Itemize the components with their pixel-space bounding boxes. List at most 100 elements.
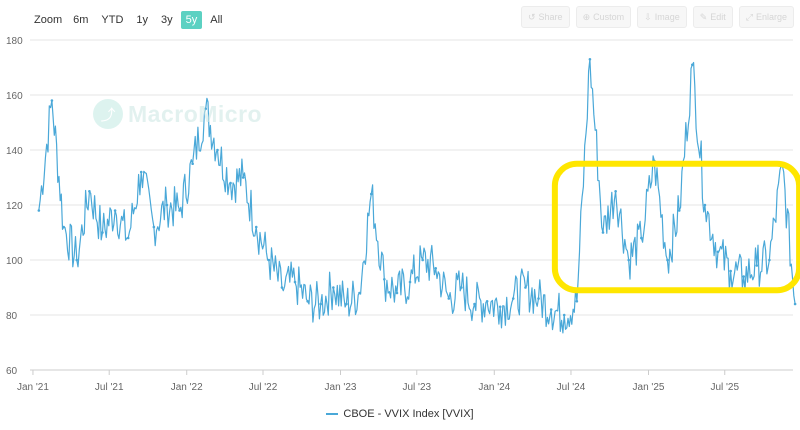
data-point — [306, 299, 309, 303]
data-point — [37, 209, 41, 212]
series-line — [38, 58, 796, 334]
zoom-5y-button[interactable]: 5y — [180, 11, 203, 29]
data-point — [716, 250, 720, 254]
zoom-1y-button[interactable]: 1y — [136, 14, 149, 26]
image-label: Image — [654, 12, 680, 22]
chart-toolbar: ↺ Share ⊕ Custom ⇩ Image ✎ Edit ⤢ Enlarge — [515, 6, 794, 28]
x-tick-label: Jul '24 — [557, 382, 586, 393]
enlarge-button[interactable]: ⤢ Enlarge — [738, 6, 794, 28]
enlarge-label: Enlarge — [755, 12, 787, 22]
download-icon: ⇩ — [644, 11, 652, 22]
data-point — [50, 99, 54, 102]
share-icon: ↺ — [528, 11, 536, 22]
data-point — [677, 209, 681, 212]
data-point — [485, 299, 489, 303]
data-point — [345, 302, 348, 306]
data-point — [627, 258, 630, 262]
data-point — [319, 302, 323, 306]
data-point — [498, 305, 502, 309]
image-button[interactable]: ⇩ Image — [637, 6, 687, 28]
share-button[interactable]: ↺ Share — [521, 6, 570, 28]
edit-button[interactable]: ✎ Edit — [692, 6, 733, 28]
legend[interactable]: CBOE - VVIX Index [VVIX] — [0, 408, 800, 420]
data-point — [408, 280, 412, 284]
data-point — [178, 209, 181, 212]
data-point — [537, 297, 540, 300]
y-tick-label: 140 — [6, 146, 23, 157]
data-point — [742, 275, 746, 278]
data-point — [75, 258, 79, 262]
data-point — [113, 209, 117, 212]
data-point — [755, 264, 759, 267]
data-point — [126, 236, 130, 240]
data-point — [216, 148, 219, 152]
data-point — [460, 286, 463, 289]
data-point — [241, 176, 245, 179]
data-point — [588, 57, 592, 61]
data-point — [204, 107, 207, 111]
y-tick-label: 160 — [6, 91, 23, 102]
zoom-3y-button[interactable]: 3y — [161, 14, 173, 26]
data-point — [332, 286, 335, 289]
data-point — [703, 203, 707, 207]
highlight-box — [551, 160, 800, 294]
data-point — [575, 299, 579, 303]
share-label: Share — [538, 12, 563, 22]
zoom-all-button[interactable]: All — [210, 14, 223, 26]
custom-button[interactable]: ⊕ Custom — [575, 6, 632, 28]
edit-label: Edit — [710, 12, 726, 22]
data-point — [562, 313, 566, 317]
enlarge-icon: ⤢ — [745, 11, 753, 22]
x-tick-label: Jan '23 — [325, 382, 357, 393]
custom-label: Custom — [593, 12, 625, 22]
data-point — [614, 189, 617, 193]
edit-icon: ✎ — [699, 11, 708, 22]
x-tick-label: Jan '21 — [17, 382, 49, 393]
y-tick-label: 60 — [6, 366, 18, 377]
x-tick-label: Jan '25 — [633, 382, 665, 393]
zoom-ytd-button[interactable]: YTD — [101, 14, 124, 26]
data-point — [395, 291, 399, 295]
data-point — [601, 231, 605, 234]
data-point — [254, 225, 258, 229]
data-point — [358, 291, 361, 295]
data-point — [691, 63, 694, 67]
x-tick-label: Jul '25 — [710, 382, 739, 393]
data-point — [729, 269, 732, 273]
data-point — [666, 258, 669, 262]
zoom-bar: Zoom 6m YTD 1y 3y 5y All — [34, 11, 231, 29]
x-tick-label: Jan '24 — [478, 382, 510, 393]
data-point — [421, 258, 424, 262]
data-point — [549, 308, 553, 311]
x-tick-label: Jan '22 — [171, 382, 203, 393]
legend-swatch — [326, 413, 339, 415]
zoom-label: Zoom — [34, 14, 63, 26]
data-point — [640, 236, 643, 240]
data-point — [229, 181, 232, 185]
data-point — [165, 203, 169, 207]
data-point — [473, 302, 476, 306]
x-tick-label: Jul '23 — [402, 382, 431, 393]
macromicro-logo-icon: ⤴ — [93, 99, 123, 129]
plus-icon: ⊕ — [582, 11, 591, 22]
data-point — [793, 302, 797, 306]
legend-label: CBOE - VVIX Index [VVIX] — [343, 408, 474, 420]
data-point — [293, 280, 297, 284]
data-point — [280, 286, 284, 289]
data-point — [139, 170, 143, 174]
data-point — [511, 297, 515, 300]
data-point — [524, 286, 527, 289]
y-tick-label: 80 — [6, 311, 18, 322]
x-tick-label: Jul '22 — [249, 382, 278, 393]
watermark: ⤴ MacroMicro — [93, 99, 262, 129]
y-tick-label: 100 — [6, 256, 23, 267]
data-point — [369, 192, 373, 196]
data-point — [383, 277, 386, 281]
y-tick-label: 120 — [6, 201, 23, 212]
data-point — [267, 258, 271, 262]
data-point — [434, 266, 438, 270]
data-point — [768, 258, 771, 262]
zoom-6m-button[interactable]: 6m — [73, 14, 89, 26]
data-point — [62, 225, 66, 229]
